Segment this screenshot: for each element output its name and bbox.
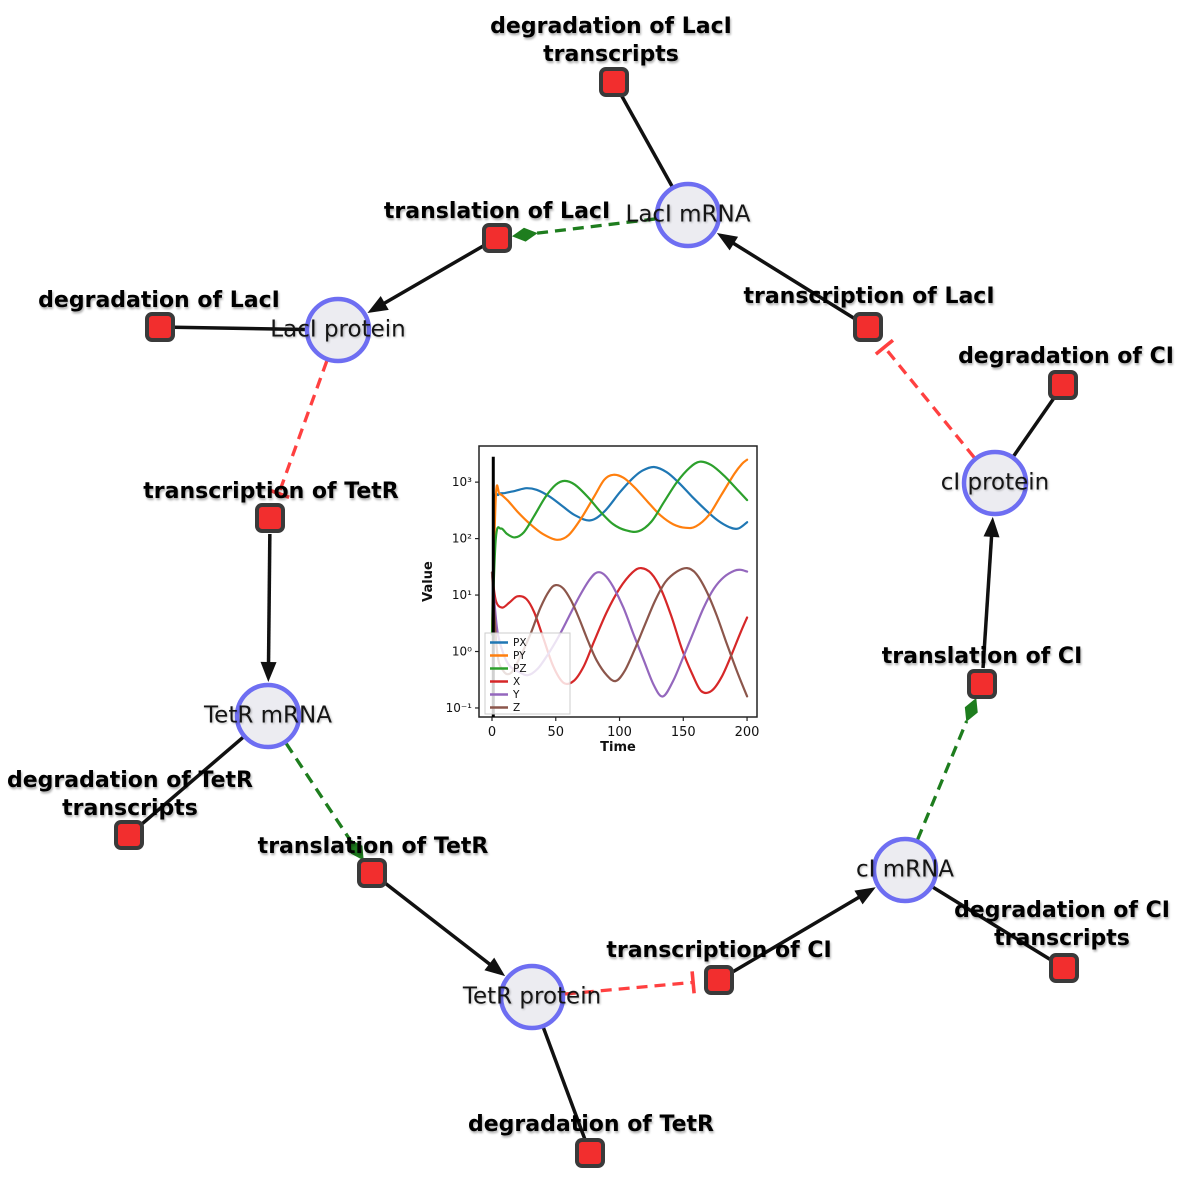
y-tick-label: 10³ xyxy=(452,475,472,489)
y-tick-label: 10¹ xyxy=(452,588,472,602)
legend-box xyxy=(484,632,571,715)
reaction-node-deg_tetr[interactable] xyxy=(575,1138,605,1168)
legend-label-Y: Y xyxy=(512,689,520,701)
edge-inhibition-laci_protein-to-transcription_tetr xyxy=(277,360,329,495)
edge-production-transcription_ci-to-ci_mrna xyxy=(731,894,862,974)
species-node-laci_protein[interactable] xyxy=(304,296,372,364)
reaction-node-deg_ci_tr[interactable] xyxy=(1049,953,1079,983)
tbar-inhibition-icon xyxy=(267,488,290,499)
nodes-layer xyxy=(114,67,1079,1168)
legend-label-PY: PY xyxy=(513,650,526,662)
species-node-tetr_protein[interactable] xyxy=(498,963,566,1031)
series-line-PZ xyxy=(490,460,749,636)
edge-modifier-ci_mrna-to-translation_ci xyxy=(916,720,969,841)
arrowhead-icon xyxy=(983,516,1000,538)
edge-production-transcription_laci-to-laci_mrna xyxy=(731,240,856,321)
edge-production-translation_ci-to-ci_protein xyxy=(981,534,994,669)
reaction-node-deg_laci_tr[interactable] xyxy=(599,67,629,97)
tbar-inhibition-icon xyxy=(690,971,696,994)
legend-label-X: X xyxy=(513,676,520,688)
legend-label-PZ: PZ xyxy=(513,663,527,675)
edge-modifier-laci_mrna-to-translation_laci xyxy=(536,217,656,235)
arrowhead-icon xyxy=(367,296,389,313)
edge-consumption-laci_protein-to-deg_laci xyxy=(173,325,306,332)
species-node-laci_mrna[interactable] xyxy=(654,181,722,249)
x-tick-label: 100 xyxy=(607,725,632,740)
y-axis-label: Value xyxy=(421,561,436,602)
reaction-node-deg_laci[interactable] xyxy=(145,312,175,342)
tbar-inhibition-icon xyxy=(874,338,895,356)
edge-production-transcription_tetr-to-tetr_mrna xyxy=(266,533,272,665)
arrowhead-icon xyxy=(484,957,506,977)
plot-frame xyxy=(478,445,758,718)
x-tick-label: 150 xyxy=(671,725,696,740)
edges-layer xyxy=(138,93,1057,1141)
y-tick-label: 10⁰ xyxy=(452,645,472,659)
legend-label-PX: PX xyxy=(513,637,527,649)
reaction-node-transcription_ci[interactable] xyxy=(704,965,734,995)
reaction-node-transcription_laci[interactable] xyxy=(853,312,883,342)
edge-production-translation_laci-to-laci_protein xyxy=(382,244,485,306)
edge-modifier-tetr_mrna-to-translation_tetr xyxy=(284,742,352,841)
species-node-tetr_mrna[interactable] xyxy=(234,682,302,750)
x-tick-label: 50 xyxy=(547,725,564,740)
edge-consumption-ci_mrna-to-deg_ci_tr xyxy=(932,885,1054,963)
series-line-PY xyxy=(490,458,749,636)
edge-consumption-ci_protein-to-deg_ci xyxy=(1012,395,1057,457)
edge-consumption-tetr_protein-to-deg_tetr xyxy=(541,1027,587,1141)
x-axis-label: Time xyxy=(600,740,636,755)
reaction-node-translation_tetr[interactable] xyxy=(357,858,387,888)
series-line-X xyxy=(490,566,749,695)
reaction-node-translation_ci[interactable] xyxy=(967,669,997,699)
y-tick-label: 10⁻¹ xyxy=(446,701,473,715)
legend-label-Z: Z xyxy=(513,702,520,714)
species-node-ci_protein[interactable] xyxy=(961,449,1029,517)
x-tick-label: 200 xyxy=(735,725,760,740)
edge-inhibition-ci_protein-to-transcription_laci xyxy=(883,346,976,459)
arrowhead-icon xyxy=(260,661,277,683)
x-tick-label: 0 xyxy=(488,725,496,740)
edge-consumption-laci_mrna-to-deg_laci_tr xyxy=(619,93,674,188)
diamond-arrowhead-icon xyxy=(511,227,538,242)
diamond-arrowhead-icon xyxy=(964,697,978,722)
reaction-node-translation_laci[interactable] xyxy=(482,223,512,253)
arrowhead-icon xyxy=(716,232,739,251)
reaction-node-deg_ci[interactable] xyxy=(1048,370,1078,400)
edge-inhibition-tetr_protein-to-transcription_ci xyxy=(564,980,694,996)
series-line-PX xyxy=(490,465,749,636)
simulation-plot-figure: 0 50 100 150 200 10⁻¹ 10⁰ 10¹ 10² 10³ Time Value PX P… xyxy=(420,433,778,771)
diamond-arrowhead-icon xyxy=(349,838,364,861)
reaction-node-deg_tetr_tr[interactable] xyxy=(114,820,144,850)
arrowhead-icon xyxy=(854,887,876,905)
y-tick-label: 10² xyxy=(452,532,472,546)
simulation-plot: 0 50 100 150 20010⁻¹10⁰10¹10²10³TimeValuePXP… xyxy=(421,445,760,755)
edge-production-translation_tetr-to-tetr_protein xyxy=(383,881,492,967)
species-node-ci_mrna[interactable] xyxy=(871,836,939,904)
edge-consumption-tetr_mrna-to-deg_tetr_tr xyxy=(138,736,245,828)
reaction-node-transcription_tetr[interactable] xyxy=(255,503,285,533)
